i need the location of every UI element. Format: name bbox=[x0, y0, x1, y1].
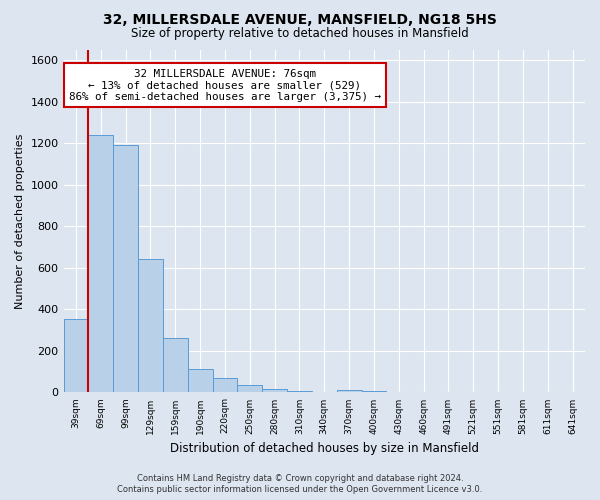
Text: Contains HM Land Registry data © Crown copyright and database right 2024.
Contai: Contains HM Land Registry data © Crown c… bbox=[118, 474, 482, 494]
Text: Size of property relative to detached houses in Mansfield: Size of property relative to detached ho… bbox=[131, 28, 469, 40]
Text: 32, MILLERSDALE AVENUE, MANSFIELD, NG18 5HS: 32, MILLERSDALE AVENUE, MANSFIELD, NG18 … bbox=[103, 12, 497, 26]
Bar bbox=[238, 385, 262, 392]
X-axis label: Distribution of detached houses by size in Mansfield: Distribution of detached houses by size … bbox=[170, 442, 479, 455]
Bar bbox=[188, 368, 212, 392]
Bar bbox=[163, 338, 188, 392]
Text: 32 MILLERSDALE AVENUE: 76sqm
← 13% of detached houses are smaller (529)
86% of s: 32 MILLERSDALE AVENUE: 76sqm ← 13% of de… bbox=[69, 68, 381, 102]
Bar bbox=[212, 378, 238, 392]
Bar bbox=[113, 146, 138, 392]
Y-axis label: Number of detached properties: Number of detached properties bbox=[15, 134, 25, 309]
Bar bbox=[64, 319, 88, 392]
Bar bbox=[138, 258, 163, 392]
Bar bbox=[337, 390, 362, 392]
Bar bbox=[88, 135, 113, 392]
Bar bbox=[262, 390, 287, 392]
